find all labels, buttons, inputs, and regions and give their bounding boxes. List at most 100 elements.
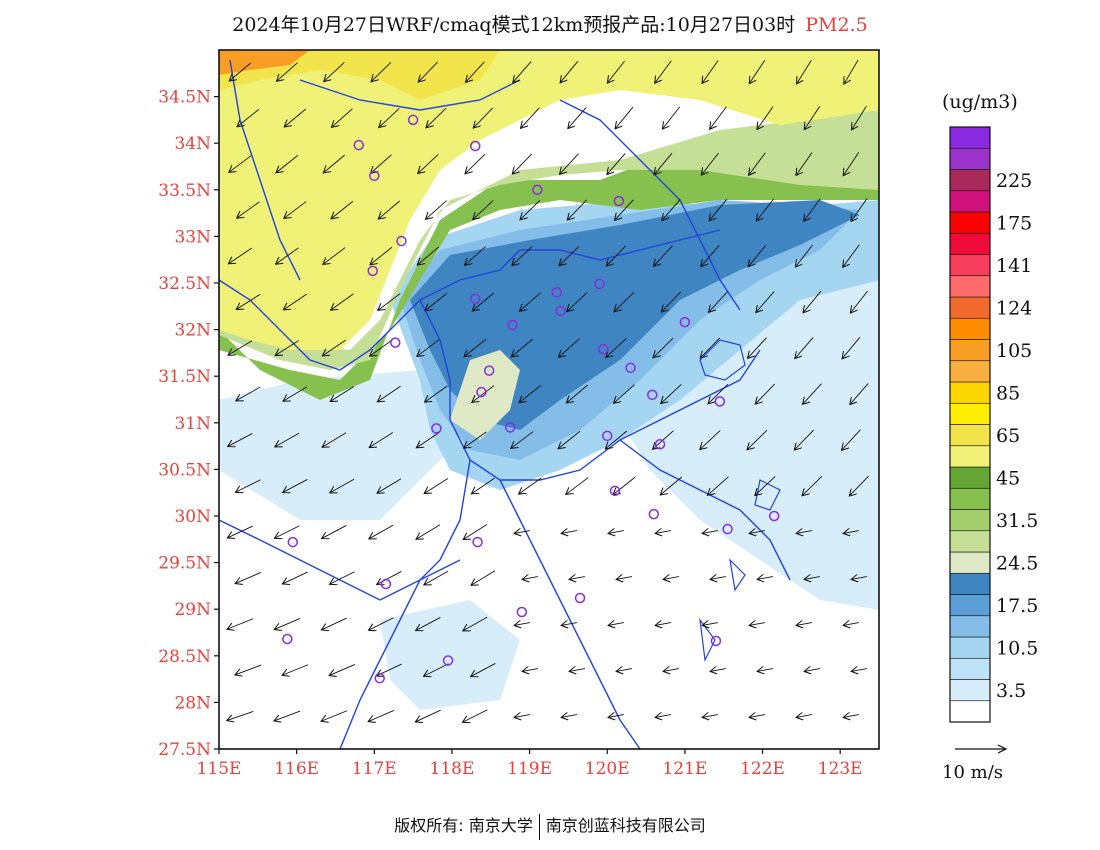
wind-arrow	[796, 623, 812, 626]
wind-arrow	[227, 525, 253, 538]
legend-tick-label: 85	[996, 383, 1020, 405]
wind-arrow	[235, 479, 261, 492]
wind-arrow	[274, 618, 301, 629]
wind-arrow	[569, 669, 585, 672]
wind-arrow	[227, 711, 254, 720]
station-marker	[574, 592, 586, 604]
wind-arrow	[615, 106, 634, 129]
wind-arrow	[606, 338, 627, 357]
wind-arrow	[331, 293, 354, 310]
wind-arrow	[660, 476, 683, 495]
wind-arrow	[425, 385, 448, 402]
wind-arrow	[795, 337, 814, 358]
station-marker	[367, 265, 378, 277]
wind-arrow	[235, 664, 262, 675]
wind-arrow	[654, 245, 673, 267]
legend-tick-label: 141	[996, 255, 1032, 277]
wind-arrow	[614, 384, 635, 404]
coastline	[699, 339, 781, 663]
wind-arrow	[377, 385, 401, 402]
wind-arrow	[229, 155, 252, 173]
lat-tick-label: 31N	[174, 414, 211, 434]
wind-arrow	[708, 383, 729, 404]
lat-tick-label: 28N	[174, 693, 211, 713]
wind-arrow	[795, 244, 813, 267]
wind-arrow	[466, 61, 485, 83]
wind-arrow	[277, 62, 298, 82]
field-blue-dark	[410, 200, 860, 430]
wind-arrow	[702, 715, 718, 718]
wind-arrow	[378, 293, 401, 311]
station-marker	[679, 316, 691, 328]
wind-arrow	[377, 478, 402, 493]
wind-arrow	[237, 108, 260, 126]
station-marker	[504, 422, 516, 433]
field-sky-east	[620, 210, 879, 610]
wind-arrow	[851, 577, 867, 580]
wind-arrow	[324, 62, 345, 81]
wind-arrow	[662, 199, 681, 220]
station-marker	[598, 343, 609, 355]
legend-swatch	[949, 530, 991, 553]
wind-arrow	[472, 385, 495, 403]
legend-frame	[949, 126, 991, 723]
wind-arrow	[655, 60, 672, 84]
wind-arrow	[710, 106, 727, 130]
wind-arrow	[228, 433, 253, 446]
wind-arrow	[615, 199, 634, 221]
wind-arrow	[797, 59, 812, 84]
wind-arrow	[520, 292, 541, 312]
org-chuanglan: 南京创蓝科技有限公司	[545, 816, 706, 835]
lat-tick-label: 30.5N	[158, 460, 211, 480]
wind-arrow	[566, 384, 589, 403]
wind-arrow	[424, 478, 449, 493]
wind-arrow	[514, 531, 530, 534]
wind-arrow	[561, 715, 577, 718]
legend-swatch	[949, 679, 991, 702]
wind-arrow	[378, 200, 401, 219]
lat-tick-label: 34N	[174, 134, 211, 154]
station-marker	[483, 365, 495, 376]
station-marker	[374, 672, 385, 684]
wind-arrow	[465, 246, 486, 266]
monitoring-stations	[282, 114, 780, 684]
wind-arrow	[850, 383, 869, 404]
lat-tick-label: 33.5N	[158, 181, 211, 201]
lon-tick-label: 122E	[740, 759, 785, 779]
lat-tick-label: 33N	[174, 227, 211, 247]
wind-arrow	[283, 293, 307, 310]
wind-arrow	[464, 338, 487, 356]
latitude-axis: 34.5N 34N 33.5N 33N 32.5N 32N 31.5N 31N 30.5N 30N…	[158, 88, 219, 760]
wind-arrow	[379, 108, 400, 127]
wind-arrow	[701, 245, 720, 266]
legend-tick-label: 65	[996, 425, 1020, 447]
legend-swatch	[949, 402, 991, 425]
wind-arrow	[755, 476, 776, 495]
wind-arrow	[322, 432, 347, 447]
wind-arrow	[749, 60, 766, 83]
wind-arrow	[796, 531, 812, 534]
station-marker	[710, 635, 722, 647]
wind-arrow	[237, 201, 260, 218]
wind-arrow	[616, 669, 632, 672]
wind-arrow	[416, 431, 440, 448]
legend-swatch	[949, 657, 991, 680]
wind-arrow	[512, 153, 533, 174]
wind-arrow	[850, 290, 868, 313]
wind-arrow	[748, 337, 767, 359]
wind-reference-label: 10 m/s	[942, 762, 1003, 783]
wind-arrow	[663, 577, 679, 580]
wind-arrow	[472, 292, 495, 311]
legend-swatch	[949, 509, 991, 532]
wind-arrow	[511, 431, 534, 449]
wind-arrow	[236, 294, 261, 309]
wind-arrow	[519, 384, 542, 402]
station-marker	[472, 536, 483, 548]
longitude-axis: 115E 116E 117E 118E 119E 120E 121E 122E 123E	[197, 749, 863, 779]
wind-arrow	[560, 60, 579, 83]
station-marker	[648, 508, 660, 520]
station-marker	[722, 523, 733, 535]
title-variable: PM2.5	[805, 14, 868, 36]
wind-arrow	[471, 663, 496, 676]
